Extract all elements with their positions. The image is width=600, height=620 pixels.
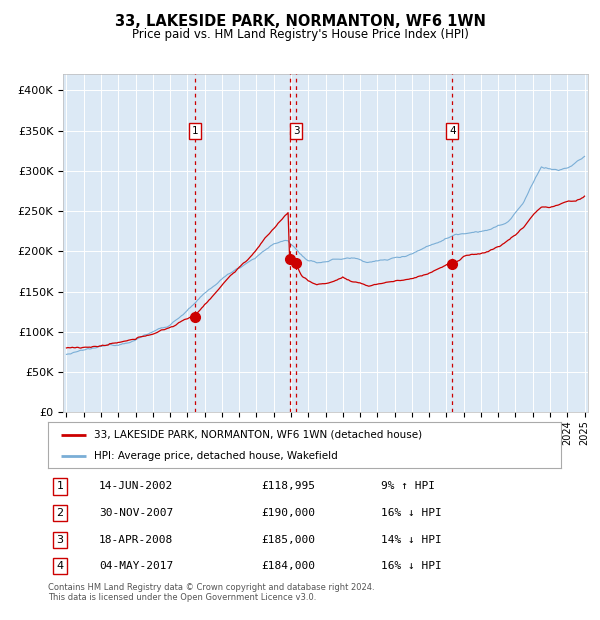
Text: £190,000: £190,000 — [261, 508, 315, 518]
Text: 14% ↓ HPI: 14% ↓ HPI — [381, 534, 442, 545]
Text: 18-APR-2008: 18-APR-2008 — [99, 534, 173, 545]
Text: HPI: Average price, detached house, Wakefield: HPI: Average price, detached house, Wake… — [94, 451, 338, 461]
Text: 14-JUN-2002: 14-JUN-2002 — [99, 481, 173, 492]
Text: 2: 2 — [56, 508, 64, 518]
Text: 3: 3 — [293, 126, 299, 136]
Text: £118,995: £118,995 — [261, 481, 315, 492]
Text: 16% ↓ HPI: 16% ↓ HPI — [381, 561, 442, 572]
Text: 30-NOV-2007: 30-NOV-2007 — [99, 508, 173, 518]
Text: 3: 3 — [56, 534, 64, 545]
Text: 4: 4 — [56, 561, 64, 572]
Text: 1: 1 — [56, 481, 64, 492]
Text: 4: 4 — [449, 126, 455, 136]
Text: 9% ↑ HPI: 9% ↑ HPI — [381, 481, 435, 492]
Text: 16% ↓ HPI: 16% ↓ HPI — [381, 508, 442, 518]
Text: £185,000: £185,000 — [261, 534, 315, 545]
Text: £184,000: £184,000 — [261, 561, 315, 572]
Text: Price paid vs. HM Land Registry's House Price Index (HPI): Price paid vs. HM Land Registry's House … — [131, 28, 469, 41]
Text: 33, LAKESIDE PARK, NORMANTON, WF6 1WN: 33, LAKESIDE PARK, NORMANTON, WF6 1WN — [115, 14, 485, 29]
Text: 33, LAKESIDE PARK, NORMANTON, WF6 1WN (detached house): 33, LAKESIDE PARK, NORMANTON, WF6 1WN (d… — [94, 430, 422, 440]
Text: Contains HM Land Registry data © Crown copyright and database right 2024.
This d: Contains HM Land Registry data © Crown c… — [48, 583, 374, 602]
Text: 1: 1 — [192, 126, 199, 136]
Text: 04-MAY-2017: 04-MAY-2017 — [99, 561, 173, 572]
